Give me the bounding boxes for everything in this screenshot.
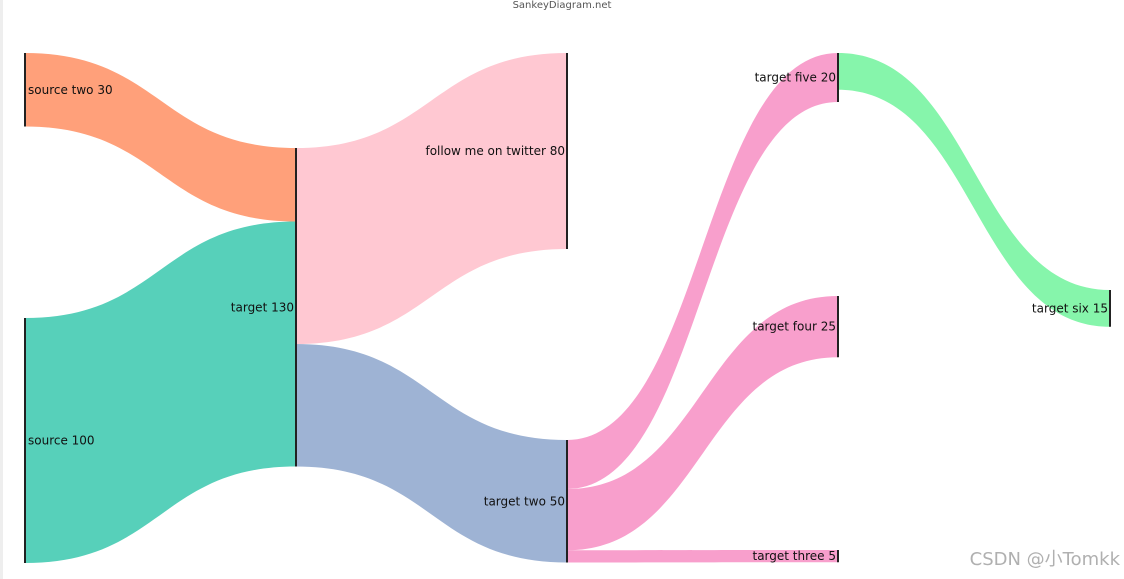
watermark-text: CSDN @小Tomkk: [969, 549, 1120, 570]
sankey-link-source-two-to-target: [25, 53, 296, 222]
sankey-link-target-five-to-target-six: [838, 53, 1110, 327]
sankey-link-target-to-target-two: [296, 344, 567, 563]
sankey-node-target-three: [837, 550, 839, 563]
sankey-node-label-source-two: source two 30: [28, 83, 113, 97]
sankey-node-source-two: [24, 53, 26, 127]
sankey-node-label-target: target 130: [231, 300, 294, 314]
sankey-node-follow: [566, 53, 568, 249]
sankey-node-target: [295, 148, 297, 467]
sankey-link-target-two-to-target-five: [567, 53, 838, 489]
sankey-node-label-target-four: target four 25: [753, 320, 837, 334]
left-border: [0, 0, 3, 579]
sankey-link-target-to-follow: [296, 53, 567, 344]
sankey-node-label-target-five: target five 20: [755, 71, 836, 85]
sankey-link-target-two-to-target-four: [567, 296, 838, 551]
sankey-node-label-follow: follow me on twitter 80: [425, 144, 565, 158]
sankey-node-label-target-two: target two 50: [484, 494, 565, 508]
sankey-node-source: [24, 318, 26, 563]
sankey-node-target-six: [1109, 290, 1111, 327]
sankey-node-target-five: [837, 53, 839, 102]
sankey-node-label-source: source 100: [28, 434, 95, 448]
sankey-node-label-target-three: target three 5: [753, 549, 837, 563]
sankey-link-source-to-target: [25, 221, 296, 563]
sankey-node-target-two: [566, 440, 568, 563]
sankey-link-target-two-to-target-three: [567, 550, 838, 563]
sankey-node-target-four: [837, 296, 839, 358]
node-layer: [24, 53, 1111, 563]
site-credit: SankeyDiagram.net: [512, 0, 612, 11]
link-layer: [25, 53, 1110, 563]
sankey-node-label-target-six: target six 15: [1032, 301, 1108, 315]
label-layer: source two 30 source 100 target 130 follow …: [28, 71, 1108, 564]
